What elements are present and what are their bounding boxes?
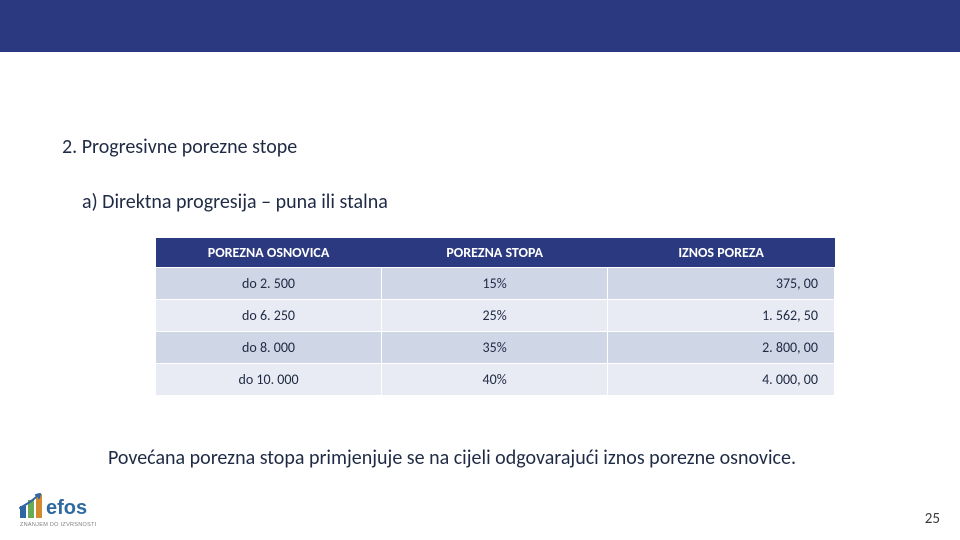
table-cell: 1. 562, 50 bbox=[608, 300, 835, 332]
table-cell: 2. 800, 00 bbox=[608, 332, 835, 364]
table-cell: 4. 000, 00 bbox=[608, 364, 835, 396]
table-row: do 6. 25025%1. 562, 50 bbox=[156, 300, 835, 332]
table-cell: 40% bbox=[382, 364, 608, 396]
logo-tagline: ZNANJEM DO IZVRSNOSTI bbox=[20, 522, 97, 528]
table-header-row: POREZNA OSNOVICA POREZNA STOPA IZNOS POR… bbox=[156, 238, 835, 268]
table-row: do 2. 50015%375, 00 bbox=[156, 268, 835, 300]
col-header-rate: POREZNA STOPA bbox=[382, 238, 608, 268]
slide: { "layout": { "top_bar": { "width": 960,… bbox=[0, 0, 960, 540]
efos-logo: efos ZNANJEM DO IZVRSNOSTI bbox=[18, 488, 104, 530]
footnote-text: Povećana porezna stopa primjenjuje se na… bbox=[108, 445, 898, 472]
section-heading: 2. Progresivne porezne stope bbox=[62, 135, 297, 159]
table-row: do 10. 00040%4. 000, 00 bbox=[156, 364, 835, 396]
table-cell: do 6. 250 bbox=[156, 300, 382, 332]
table-row: do 8. 00035%2. 800, 00 bbox=[156, 332, 835, 364]
title-bar bbox=[0, 0, 960, 52]
table-cell: do 2. 500 bbox=[156, 268, 382, 300]
tax-table: POREZNA OSNOVICA POREZNA STOPA IZNOS POR… bbox=[155, 238, 835, 396]
table-cell: 375, 00 bbox=[608, 268, 835, 300]
section-subheading: a) Direktna progresija – puna ili stalna bbox=[82, 190, 388, 214]
logo-text: efos bbox=[46, 497, 87, 519]
page-number: 25 bbox=[925, 510, 940, 528]
table-cell: 35% bbox=[382, 332, 608, 364]
table-cell: 25% bbox=[382, 300, 608, 332]
col-header-base: POREZNA OSNOVICA bbox=[156, 238, 382, 268]
table-cell: do 8. 000 bbox=[156, 332, 382, 364]
table-cell: do 10. 000 bbox=[156, 364, 382, 396]
col-header-amount: IZNOS POREZA bbox=[608, 238, 835, 268]
table-cell: 15% bbox=[382, 268, 608, 300]
